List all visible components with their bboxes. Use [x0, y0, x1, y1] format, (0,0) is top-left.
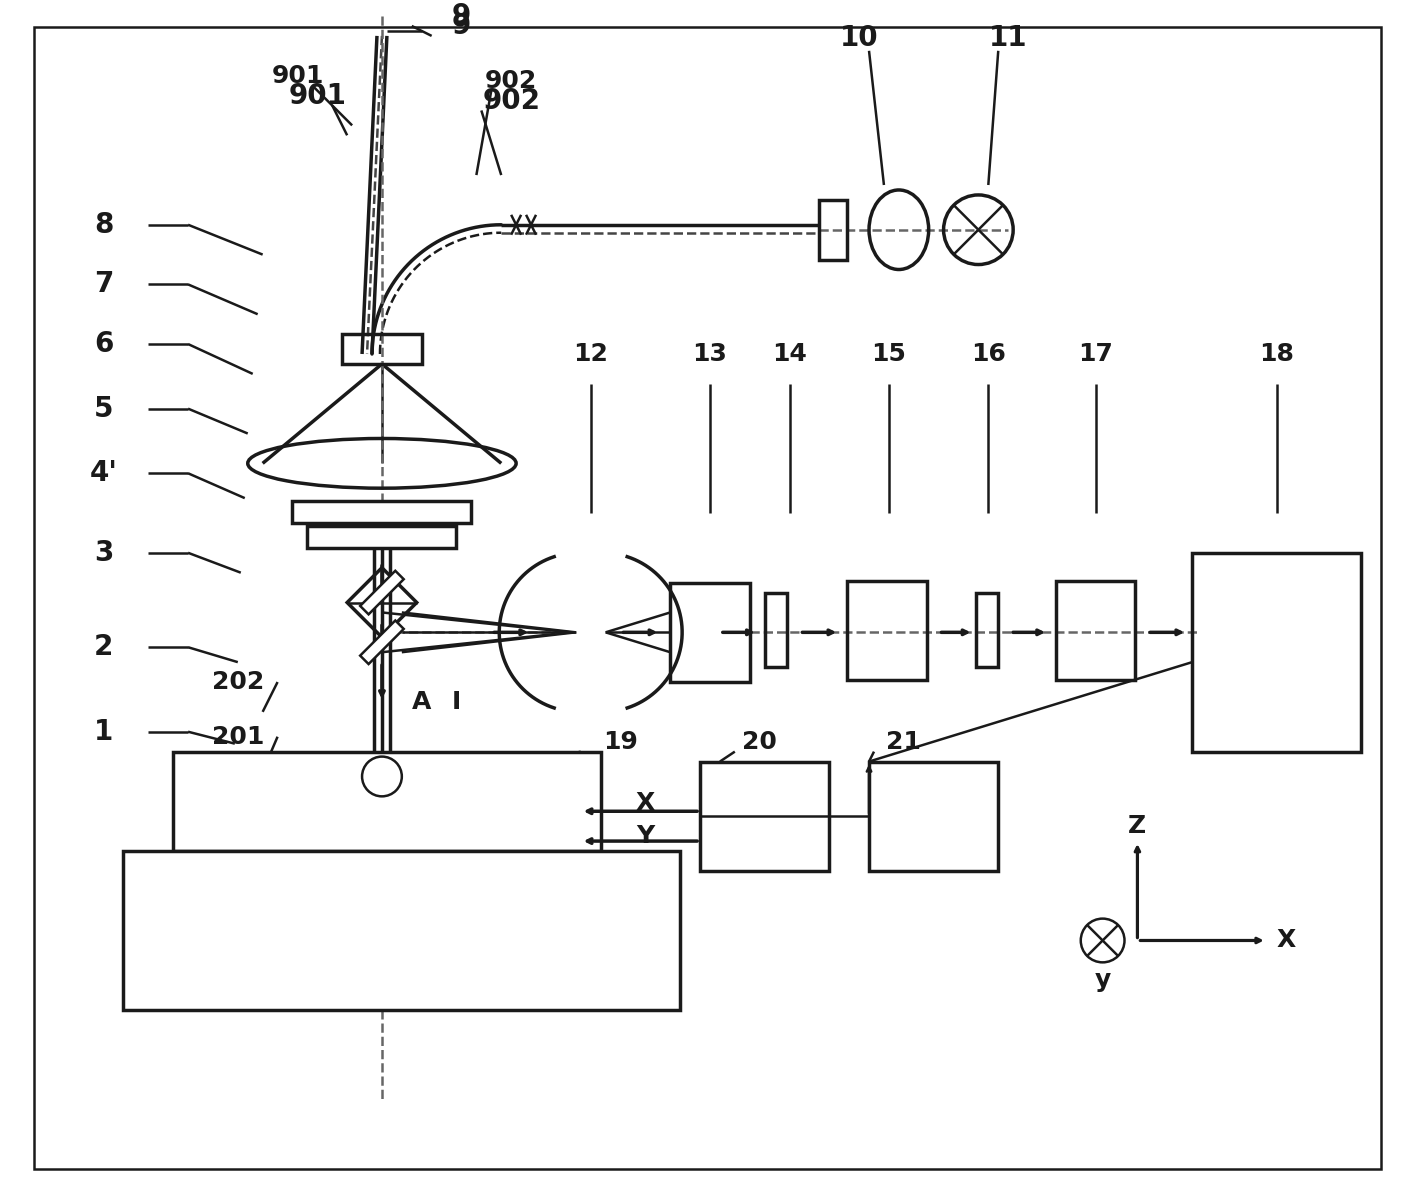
Text: 16: 16 [971, 342, 1006, 366]
Text: 6: 6 [93, 331, 113, 358]
Text: 18: 18 [1259, 342, 1294, 366]
Text: 4': 4' [89, 459, 117, 487]
Text: 8: 8 [93, 210, 113, 239]
Text: 11: 11 [989, 24, 1027, 52]
Text: X: X [1277, 929, 1296, 952]
Text: 9: 9 [452, 12, 471, 40]
Text: 901: 901 [271, 64, 324, 88]
Bar [263, 762, 541, 792]
Bar [670, 583, 750, 682]
Bar [1193, 553, 1361, 751]
Text: 902: 902 [482, 87, 540, 114]
Bar [292, 501, 472, 523]
Bar [263, 792, 541, 806]
Text: 21: 21 [886, 730, 921, 754]
Text: 13: 13 [692, 342, 728, 366]
Text: 201: 201 [212, 725, 264, 749]
Text: 7: 7 [93, 270, 113, 298]
Bar [308, 526, 456, 548]
Polygon shape [360, 621, 404, 665]
Bar [174, 751, 601, 851]
Bar [1056, 580, 1136, 680]
Text: A: A [413, 690, 431, 713]
Text: 15: 15 [872, 342, 906, 366]
Text: 2: 2 [93, 634, 113, 661]
Text: 1: 1 [95, 718, 113, 746]
Bar [123, 851, 680, 1011]
Text: Z: Z [1129, 814, 1146, 838]
Text: 17: 17 [1078, 342, 1113, 366]
Text: 12: 12 [574, 342, 608, 366]
Polygon shape [360, 571, 404, 615]
Bar [820, 200, 848, 259]
Text: I: I [452, 690, 461, 713]
Text: y: y [1095, 968, 1111, 993]
Bar [976, 592, 998, 667]
Text: X: X [636, 792, 656, 816]
Text: 901: 901 [288, 82, 346, 109]
Text: 14: 14 [771, 342, 807, 366]
Bar [848, 580, 927, 680]
Text: 902: 902 [485, 69, 537, 93]
Bar [342, 334, 421, 364]
Text: 9: 9 [452, 2, 471, 30]
Text: 3: 3 [93, 539, 113, 567]
Bar [869, 762, 998, 870]
Text: 10: 10 [839, 24, 879, 52]
Text: Y: Y [636, 824, 654, 848]
Text: 202: 202 [212, 671, 264, 694]
Text: 5: 5 [93, 395, 113, 422]
Text: 20: 20 [742, 730, 777, 754]
Bar [764, 592, 787, 667]
Bar [699, 762, 829, 870]
Text: 19: 19 [603, 730, 637, 754]
